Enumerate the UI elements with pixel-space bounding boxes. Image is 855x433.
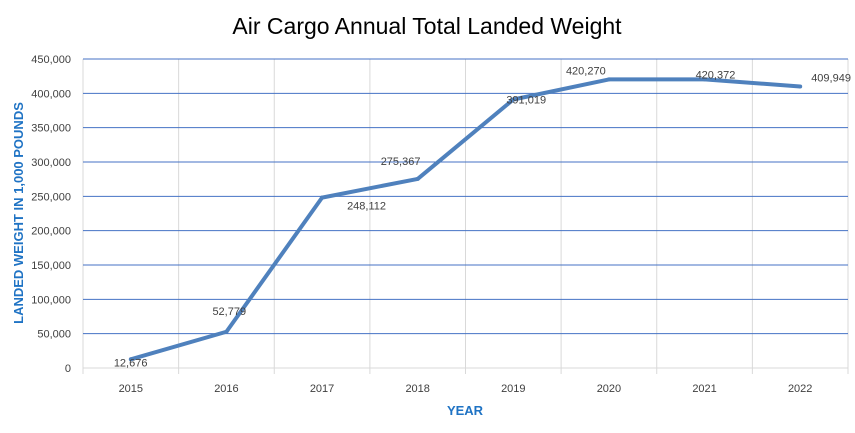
y-tick-label: 100,000 (31, 294, 71, 306)
x-tick-label: 2020 (597, 383, 621, 395)
y-tick-label: 400,000 (31, 88, 71, 100)
data-label: 391,019 (506, 95, 546, 107)
y-axis-label: LANDED WEIGHT IN 1,000 POUNDS (11, 102, 26, 324)
series-line (130, 77, 801, 362)
data-point (320, 195, 325, 200)
y-tick-label: 250,000 (31, 191, 71, 203)
x-tick-label: 2017 (310, 383, 334, 395)
data-label: 420,270 (566, 65, 606, 77)
x-tick-label: 2022 (788, 383, 812, 395)
x-tick-label: 2015 (119, 383, 143, 395)
y-tick-label: 0 (65, 363, 71, 375)
data-point (798, 84, 803, 89)
data-label: 12,676 (114, 357, 148, 369)
data-point (224, 329, 229, 334)
data-label: 275,367 (381, 156, 421, 168)
x-tick-label: 2016 (214, 383, 238, 395)
y-tick-label: 200,000 (31, 226, 71, 238)
x-tick-label: 2019 (501, 383, 525, 395)
y-tick-label: 350,000 (31, 123, 71, 135)
x-tick-label: 2021 (692, 383, 716, 395)
data-label: 52,779 (212, 306, 246, 318)
x-tick-label: 2018 (405, 383, 429, 395)
data-point (511, 97, 516, 102)
data-point (606, 77, 611, 82)
x-axis-label: YEAR (447, 403, 484, 418)
y-tick-label: 300,000 (31, 157, 71, 169)
y-tick-label: 50,000 (37, 329, 71, 341)
chart-title: Air Cargo Annual Total Landed Weight (232, 13, 622, 39)
data-label: 409,949 (811, 73, 851, 85)
y-tick-label: 150,000 (31, 260, 71, 272)
data-point (415, 176, 420, 181)
y-tick-label: 450,000 (31, 54, 71, 66)
data-label: 248,112 (347, 201, 386, 213)
data-point (702, 77, 707, 82)
data-point (128, 357, 133, 362)
data-label: 420,372 (696, 69, 736, 81)
